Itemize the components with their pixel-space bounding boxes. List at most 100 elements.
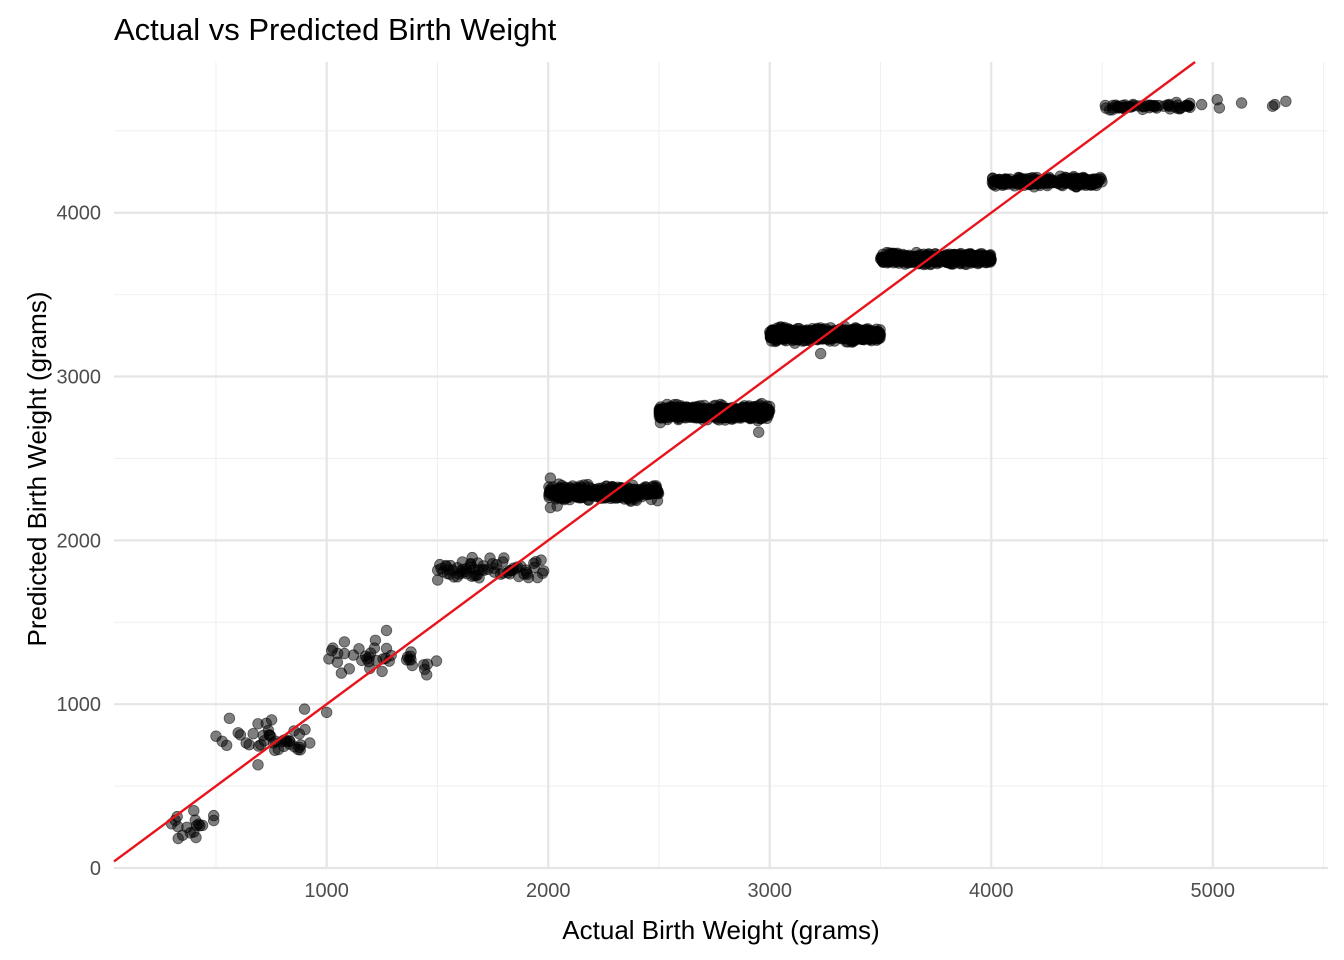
data-point [304, 737, 316, 749]
data-point [1015, 175, 1028, 187]
data-point [216, 735, 228, 748]
data-point [376, 665, 388, 678]
data-point [931, 257, 944, 270]
data-point [1113, 101, 1125, 114]
data-point [947, 249, 959, 262]
data-point [518, 568, 530, 580]
data-point [294, 744, 307, 756]
data-point [528, 557, 540, 570]
data-point [882, 253, 895, 265]
x-axis-ticks: 1000 2000 3000 4000 5000 [304, 880, 1235, 902]
data-point [797, 326, 809, 339]
data-point [488, 566, 501, 578]
data-point [321, 706, 333, 719]
data-point [829, 335, 841, 347]
y-tick-label: 3000 [57, 367, 102, 389]
y-tick-label: 4000 [57, 203, 102, 225]
data-point [551, 500, 563, 512]
data-point [961, 253, 973, 265]
data-point [773, 331, 785, 343]
x-tick-label: 3000 [747, 880, 792, 902]
data-point [629, 483, 641, 495]
data-point [176, 829, 189, 841]
data-point [753, 426, 765, 438]
data-point [840, 324, 852, 336]
data-point [1180, 100, 1192, 112]
y-axis-ticks: 0 1000 2000 3000 4000 [57, 203, 102, 880]
data-point [815, 347, 827, 360]
data-point [363, 656, 375, 668]
data-point [1266, 100, 1279, 112]
data-point [338, 636, 351, 648]
data-points [165, 93, 1292, 845]
data-point [679, 407, 691, 420]
data-point [1073, 175, 1086, 187]
data-point [347, 649, 360, 661]
data-point [188, 826, 200, 838]
data-point [1055, 178, 1067, 191]
data-point [564, 482, 577, 494]
y-tick-label: 2000 [57, 530, 102, 552]
data-point [380, 624, 393, 637]
data-point [284, 735, 296, 748]
data-point [188, 805, 200, 817]
data-point [754, 411, 767, 423]
data-point [196, 819, 209, 832]
data-point [702, 404, 715, 416]
data-point [252, 759, 264, 771]
data-point [234, 729, 247, 741]
data-point [993, 177, 1006, 189]
data-point [544, 472, 557, 484]
data-point [763, 404, 775, 416]
data-point [867, 328, 880, 340]
y-tick-label: 1000 [57, 694, 102, 716]
data-point [572, 490, 584, 503]
data-point [618, 493, 631, 505]
data-point [783, 330, 795, 342]
data-point [326, 645, 338, 657]
x-tick-label: 4000 [969, 880, 1014, 902]
y-axis-title: Predicted Birth Weight (grams) [22, 292, 52, 647]
data-point [465, 558, 477, 571]
data-point [1161, 99, 1174, 111]
data-point [1235, 97, 1248, 109]
data-point [741, 403, 753, 415]
data-point [247, 728, 259, 740]
data-point [335, 667, 348, 679]
data-point [369, 634, 382, 647]
data-point [536, 567, 549, 580]
data-point [435, 563, 447, 575]
data-point [671, 398, 683, 411]
x-axis-title: Actual Birth Weight (grams) [562, 915, 879, 945]
data-point [262, 724, 275, 737]
data-point [498, 552, 510, 564]
reference-line [113, 61, 1196, 863]
data-point [265, 714, 278, 726]
data-point [1195, 98, 1208, 111]
data-point [1213, 102, 1226, 114]
data-point [255, 739, 267, 751]
grid [114, 62, 1328, 870]
x-tick-label: 2000 [526, 880, 571, 902]
data-point [1038, 177, 1050, 189]
y-tick-label: 0 [90, 858, 101, 880]
data-point [432, 574, 444, 586]
x-tick-label: 5000 [1191, 880, 1236, 902]
data-point [484, 552, 496, 564]
data-point [405, 654, 417, 666]
data-point [207, 814, 220, 827]
data-point [223, 712, 236, 725]
data-point [654, 407, 667, 420]
data-point [451, 562, 464, 574]
data-point [906, 252, 918, 265]
data-point [298, 703, 311, 715]
data-point [421, 658, 434, 670]
data-point [1091, 177, 1103, 189]
x-tick-label: 1000 [304, 880, 349, 902]
data-point [642, 487, 654, 500]
data-point [240, 737, 252, 749]
data-point [252, 718, 264, 730]
chart-title: Actual vs Predicted Birth Weight [114, 12, 557, 47]
data-point [380, 642, 393, 655]
